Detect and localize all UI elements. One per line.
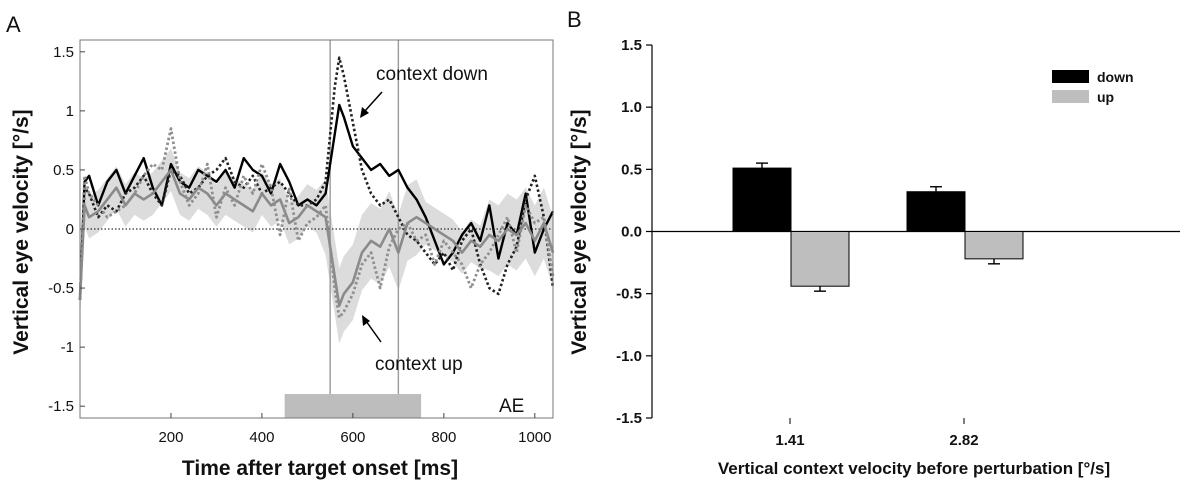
annotation-context-down: context down bbox=[376, 64, 488, 85]
b-y-tick-label: -1.5 bbox=[616, 410, 642, 427]
b-legend: down up bbox=[1052, 69, 1134, 105]
panel-label-a: A bbox=[6, 12, 21, 37]
variability-band bbox=[80, 148, 553, 344]
panel-b: B 1.5 1.0 0.5 0.0 -0.5 -1.0 -1.5 1.41 2.82 down … bbox=[567, 7, 1180, 478]
bar-down-2.82 bbox=[906, 191, 966, 232]
series-line-solid-gray bbox=[78, 168, 555, 308]
bar-down-1.41 bbox=[732, 167, 792, 232]
legend-swatch-down bbox=[1052, 70, 1089, 83]
arrow-context-up bbox=[362, 315, 382, 343]
bar-up-2.82 bbox=[964, 231, 1024, 260]
a-x-tick-label: 600 bbox=[340, 429, 365, 446]
annotation-ae: AE bbox=[499, 396, 524, 417]
a-y-axis-label: Vertical eye velocity [°/s] bbox=[10, 109, 33, 354]
b-y-tick-label: 0.5 bbox=[621, 161, 642, 178]
b-y-tick-label: 1.0 bbox=[621, 99, 642, 116]
a-x-axis-label: Time after target onset [ms] bbox=[182, 457, 458, 480]
a-variability-band bbox=[80, 148, 553, 344]
a-y-tick-label: -1.5 bbox=[48, 398, 74, 415]
a-y-tick-label: -1 bbox=[61, 339, 74, 356]
legend-label-down: down bbox=[1097, 69, 1134, 85]
a-x-tick-label: 200 bbox=[158, 429, 183, 446]
a-y-tick-label: 0 bbox=[66, 221, 74, 238]
a-y-tick-label: 1.5 bbox=[53, 44, 74, 61]
b-y-tick-label: -0.5 bbox=[616, 286, 642, 303]
bar-up-1.41 bbox=[790, 231, 850, 287]
panel-label-b: B bbox=[567, 7, 582, 32]
b-y-tick-label: 1.5 bbox=[621, 37, 642, 54]
a-x-tick-label: 1000 bbox=[518, 429, 551, 446]
arrow-context-down bbox=[360, 91, 383, 118]
b-bars bbox=[732, 162, 1024, 292]
b-x-axis-label: Vertical context velocity before perturb… bbox=[718, 459, 1110, 478]
b-x-tick-label: 2.82 bbox=[949, 432, 978, 449]
a-y-tick-label: 0.5 bbox=[53, 162, 74, 179]
a-y-tick-label: 1 bbox=[66, 103, 74, 120]
a-x-tick-label: 400 bbox=[249, 429, 274, 446]
a-series-lines bbox=[78, 56, 555, 319]
b-axes: 1.5 1.0 0.5 0.0 -0.5 -1.0 -1.5 1.41 2.82 bbox=[616, 37, 1180, 449]
series-line-solid-black bbox=[78, 103, 555, 300]
legend-swatch-up bbox=[1052, 90, 1089, 103]
a-reference-lines bbox=[80, 40, 553, 418]
b-x-tick-label: 1.41 bbox=[775, 432, 804, 449]
a-axes: 200 400 600 800 1000 1.5 1 0.5 0 -0.5 -1 -1.5 bbox=[48, 39, 554, 446]
panel-a: A 200 400 600 800 1000 1.5 1 0.5 0 -0.5 -1 -1.5 con… bbox=[6, 12, 555, 480]
a-y-tick-label: -0.5 bbox=[48, 280, 74, 297]
b-y-tick-label: 0.0 bbox=[621, 224, 642, 241]
legend-label-up: up bbox=[1097, 89, 1114, 105]
b-y-tick-label: -1.0 bbox=[616, 348, 642, 365]
annotation-context-up: context up bbox=[375, 354, 463, 375]
a-x-tick-label: 800 bbox=[431, 429, 456, 446]
b-y-axis-label: Vertical eye velocity [°/s] bbox=[568, 109, 591, 354]
